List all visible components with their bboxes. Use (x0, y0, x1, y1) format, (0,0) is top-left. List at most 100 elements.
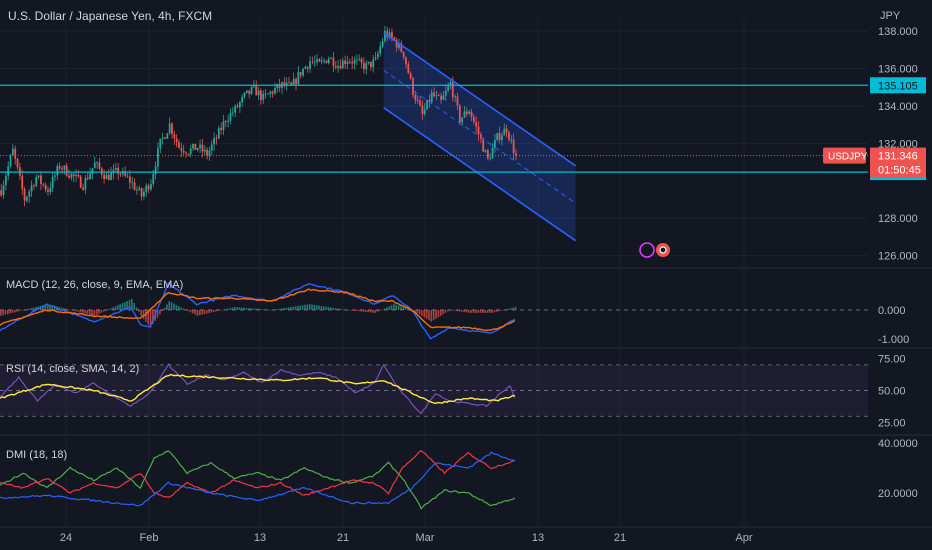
macd-histogram-bar (299, 305, 302, 310)
macd-histogram-bar (491, 309, 493, 313)
macd-histogram-bar (351, 309, 353, 311)
macd-histogram-bar (133, 303, 135, 310)
candle-body (35, 176, 38, 187)
macd-histogram-bar (4, 309, 7, 315)
macd-histogram-bar (383, 308, 386, 310)
candle-body (63, 165, 66, 170)
candle-body (231, 112, 234, 114)
macd-histogram-bar (320, 305, 323, 310)
candle-body (496, 133, 499, 141)
macd-histogram-bar (72, 309, 75, 311)
macd-histogram-bar (292, 306, 295, 310)
candle-body (360, 59, 363, 63)
signal-line (0, 288, 516, 332)
macd-histogram-bar (269, 309, 271, 311)
macd-histogram-bar (276, 309, 278, 310)
macd-histogram-bar (259, 309, 262, 310)
macd-histogram-bar (93, 309, 96, 316)
rsi-pane: 75.00 50.00 25.00 (0, 353, 906, 430)
macd-histogram-bar (77, 309, 79, 312)
macd-line (0, 281, 516, 340)
macd-histogram-bar (7, 309, 9, 315)
macd-histogram-bar (327, 307, 330, 310)
macd-histogram-bar (65, 308, 68, 310)
macd-histogram-bar (112, 307, 114, 310)
currency-label: JPY (880, 10, 901, 22)
candle-body (187, 153, 190, 155)
macd-histogram-bar (245, 307, 248, 310)
x-tick-label: 21 (337, 532, 349, 544)
macd-histogram-bar (0, 309, 2, 316)
candle-body (346, 61, 349, 64)
macd-histogram-bar (42, 305, 44, 310)
candle-body (82, 187, 84, 190)
candle-body (440, 95, 442, 100)
channel-upper-line[interactable] (383, 32, 577, 167)
channel-fill (383, 32, 576, 241)
macd-histogram-bar (482, 309, 484, 313)
macd-histogram-bar (138, 309, 140, 312)
macd-histogram-bar (439, 309, 442, 316)
candle-body (295, 78, 297, 85)
resistance-level-tag (870, 77, 926, 94)
candle-body (159, 138, 162, 149)
macd-histogram-bar (285, 307, 288, 310)
candle-body (98, 162, 101, 169)
macd-histogram-bar (107, 309, 110, 311)
candle-body (121, 171, 124, 175)
candle-body (428, 99, 431, 102)
candle-body (157, 148, 159, 167)
candle-body (126, 175, 129, 177)
macd-histogram-bar (203, 309, 206, 315)
candle-body (14, 148, 17, 159)
macd-histogram-bar (109, 308, 112, 310)
candle-body (449, 82, 452, 87)
candle-body (203, 149, 206, 152)
candle-body (248, 90, 251, 94)
macd-histogram-bar (332, 307, 334, 310)
candle-body (339, 65, 342, 69)
channel-lower-line[interactable] (383, 107, 577, 242)
macd-histogram-bar (205, 309, 208, 314)
macd-histogram-bar (479, 309, 482, 313)
candle-body (44, 184, 47, 190)
candle-body (419, 100, 421, 106)
candle-body (388, 32, 391, 38)
macd-histogram-bar (334, 308, 337, 310)
candle-body (369, 61, 372, 67)
candle-body (348, 61, 351, 63)
macd-histogram-bar (449, 309, 451, 311)
candle-body (355, 59, 358, 61)
candle-body (234, 105, 237, 113)
macd-histogram-bar (243, 307, 245, 310)
macd-histogram-bar (393, 304, 395, 310)
candle-body (168, 123, 171, 134)
macd-histogram-bar (430, 309, 433, 322)
candle-body (365, 63, 368, 70)
macd-histogram-bar (25, 309, 28, 310)
candle-body (185, 152, 187, 154)
macd-histogram-bar (30, 308, 33, 310)
macd-histogram-bar (365, 309, 367, 312)
candle-body (152, 174, 155, 184)
macd-histogram-bar (208, 309, 210, 314)
candle-body (433, 92, 435, 97)
candle-body (372, 59, 375, 67)
macd-histogram-bar (308, 304, 311, 310)
macd-histogram-bar (191, 309, 194, 314)
candle-body (463, 111, 466, 118)
event-icon[interactable] (639, 242, 655, 258)
candle-body (501, 135, 503, 141)
candle-body (199, 144, 201, 149)
candle-body (285, 82, 288, 86)
macd-histogram-bar (238, 307, 241, 310)
candle-body (267, 93, 269, 95)
candle-body (274, 88, 276, 94)
macd-histogram-bar (470, 309, 472, 313)
macd-histogram-bar (194, 309, 196, 315)
macd-histogram-bar (325, 306, 327, 310)
rsi-title: RSI (14, close, SMA, 14, 2) (6, 363, 139, 375)
macd-histogram-bar (21, 309, 23, 311)
last-price-label: 131.346 (878, 151, 918, 163)
